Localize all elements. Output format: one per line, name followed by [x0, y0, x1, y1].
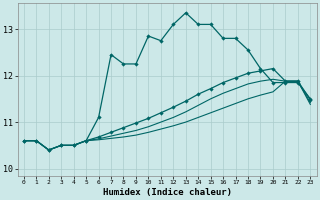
X-axis label: Humidex (Indice chaleur): Humidex (Indice chaleur) [103, 188, 232, 197]
